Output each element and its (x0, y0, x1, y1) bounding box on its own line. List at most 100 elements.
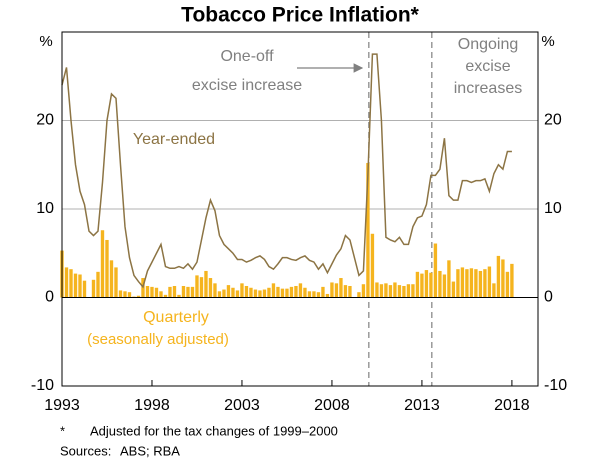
bar (127, 292, 132, 298)
bar (168, 286, 172, 298)
bar (307, 291, 312, 298)
bar (298, 283, 303, 298)
bar (253, 289, 258, 298)
bar (496, 255, 501, 298)
bar (96, 271, 100, 298)
bar (474, 269, 478, 298)
bar (438, 270, 442, 298)
bar (456, 269, 460, 298)
bar (244, 285, 249, 298)
bar (483, 269, 487, 298)
x-tick-label: 1998 (134, 397, 170, 414)
bar (370, 233, 375, 298)
bar (492, 283, 496, 298)
y2-unit: % (541, 33, 554, 50)
bar (145, 285, 150, 298)
bar (303, 287, 307, 298)
bar (330, 282, 334, 298)
bar (357, 292, 361, 298)
bar (312, 291, 316, 298)
y-tick-label: 20 (36, 112, 54, 129)
plot-frame (61, 31, 539, 387)
bar (267, 287, 271, 298)
annotation: (seasonally adjusted) (87, 331, 229, 348)
bar (118, 290, 123, 298)
y2-tick-label: 0 (544, 289, 553, 306)
bar (285, 288, 289, 298)
bar (105, 239, 109, 298)
annotation: Ongoing (458, 36, 519, 53)
y-tick-label: 0 (45, 289, 54, 306)
bar (384, 283, 388, 298)
annotation: increases (454, 80, 522, 97)
bar (429, 272, 433, 298)
bar (451, 281, 456, 298)
y-tick-label: -10 (31, 377, 54, 394)
bar (217, 291, 222, 298)
bar (469, 268, 474, 298)
line (61, 53, 512, 289)
bar (213, 283, 217, 298)
bar (154, 287, 159, 298)
bar (159, 291, 163, 298)
bar (406, 284, 411, 298)
y2-tick-label: -10 (544, 377, 567, 394)
bar (208, 278, 213, 298)
bar (258, 290, 262, 298)
bar (397, 285, 402, 298)
bar (64, 267, 69, 298)
bar (460, 267, 465, 298)
y2-tick-label: 10 (544, 200, 562, 217)
bar (235, 290, 240, 298)
bar (271, 283, 276, 298)
chart-title: Tobacco Price Inflation* (181, 4, 419, 27)
x-tick-label: 2013 (404, 397, 440, 414)
bar (325, 293, 330, 298)
series-label: Year-ended (133, 131, 215, 148)
bar (73, 273, 78, 298)
bar (424, 270, 429, 298)
bar (136, 295, 141, 298)
bar (366, 162, 370, 298)
footnote: Adjusted for the tax changes of 1999–200… (90, 423, 338, 438)
bar (177, 294, 181, 298)
bar (276, 286, 280, 298)
bar (289, 286, 294, 298)
bar (447, 260, 451, 298)
bar (388, 285, 393, 298)
bar (163, 294, 168, 298)
bar (316, 292, 321, 298)
bar (78, 274, 82, 298)
bar (222, 289, 226, 298)
bar (199, 277, 204, 298)
bar (226, 285, 231, 298)
bar (478, 270, 483, 298)
series-label: Quarterly (143, 309, 209, 326)
bar (91, 279, 96, 298)
y2-tick-label: 20 (544, 112, 562, 129)
x-tick-label: 2003 (224, 397, 260, 414)
bar (123, 291, 127, 298)
bar (420, 273, 424, 298)
annotation: excise increase (192, 77, 302, 94)
bar (190, 286, 195, 298)
bar (402, 285, 406, 298)
bar (114, 267, 118, 298)
bar (294, 285, 298, 298)
bar (150, 286, 154, 298)
x-tick-label: 2018 (494, 397, 530, 414)
x-tick-label: 1993 (44, 397, 80, 414)
bar (249, 287, 253, 298)
bar (181, 285, 186, 298)
bar (343, 285, 348, 298)
bar (69, 269, 73, 298)
bar (510, 263, 514, 298)
annotation: excise (465, 58, 510, 75)
bar (280, 288, 285, 298)
footnote-marker: * (60, 423, 65, 438)
bar (109, 260, 114, 298)
bar (433, 243, 438, 298)
sources: ABS; RBA (120, 443, 180, 458)
bar (348, 285, 352, 298)
